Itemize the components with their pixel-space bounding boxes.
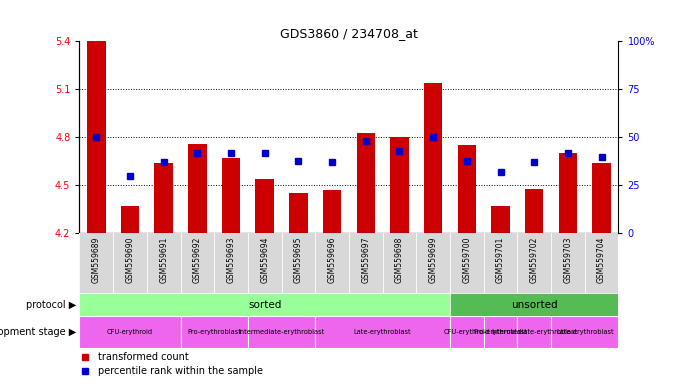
Text: GSM559699: GSM559699 [428,237,437,283]
Bar [558,154,577,233]
Text: GSM559704: GSM559704 [597,237,606,283]
Bar [518,316,551,348]
Text: GSM559691: GSM559691 [159,237,168,283]
Bar [390,137,409,233]
Bar [491,206,510,233]
Text: percentile rank within the sample: percentile rank within the sample [98,366,263,376]
Bar [121,206,140,233]
Text: GSM559689: GSM559689 [92,237,101,283]
Text: unsorted: unsorted [511,300,558,310]
Text: Pro-erythroblast: Pro-erythroblast [187,329,241,335]
Text: GSM559695: GSM559695 [294,237,303,283]
Text: GSM559703: GSM559703 [563,237,572,283]
Bar [180,316,248,348]
Text: Late-erythroblast: Late-erythroblast [556,329,614,335]
Bar [289,194,307,233]
Text: Late-erythroblast: Late-erythroblast [354,329,411,335]
Bar [484,316,518,348]
Text: GSM559697: GSM559697 [361,237,370,283]
Bar [87,41,106,233]
Bar [79,316,180,348]
Bar [248,316,315,348]
Bar [450,293,618,316]
Text: GSM559702: GSM559702 [530,237,539,283]
Bar [323,190,341,233]
Text: GSM559692: GSM559692 [193,237,202,283]
Bar [424,83,442,233]
Title: GDS3860 / 234708_at: GDS3860 / 234708_at [280,27,418,40]
Bar [551,316,618,348]
Text: Pro-erythroblast: Pro-erythroblast [473,329,527,335]
Bar [256,179,274,233]
Bar [457,146,476,233]
Bar [188,144,207,233]
Text: CFU-erythroid: CFU-erythroid [107,329,153,335]
Text: GSM559698: GSM559698 [395,237,404,283]
Text: protocol ▶: protocol ▶ [26,300,76,310]
Text: GSM559700: GSM559700 [462,237,471,283]
Bar [357,133,375,233]
Bar [592,163,611,233]
Text: transformed count: transformed count [98,352,189,362]
Text: GSM559693: GSM559693 [227,237,236,283]
Bar [222,158,240,233]
Text: development stage ▶: development stage ▶ [0,327,76,337]
Text: Intermediate-erythroblast: Intermediate-erythroblast [491,329,578,335]
Bar [315,316,450,348]
Text: CFU-erythroid: CFU-erythroid [444,329,490,335]
Text: Intermediate-erythroblast: Intermediate-erythroblast [238,329,325,335]
Text: GSM559701: GSM559701 [496,237,505,283]
Bar [154,163,173,233]
Bar [450,316,484,348]
Bar [79,293,450,316]
Text: GSM559694: GSM559694 [261,237,269,283]
Text: GSM559690: GSM559690 [126,237,135,283]
Text: GSM559696: GSM559696 [328,237,337,283]
Bar [525,189,544,233]
Text: sorted: sorted [248,300,281,310]
